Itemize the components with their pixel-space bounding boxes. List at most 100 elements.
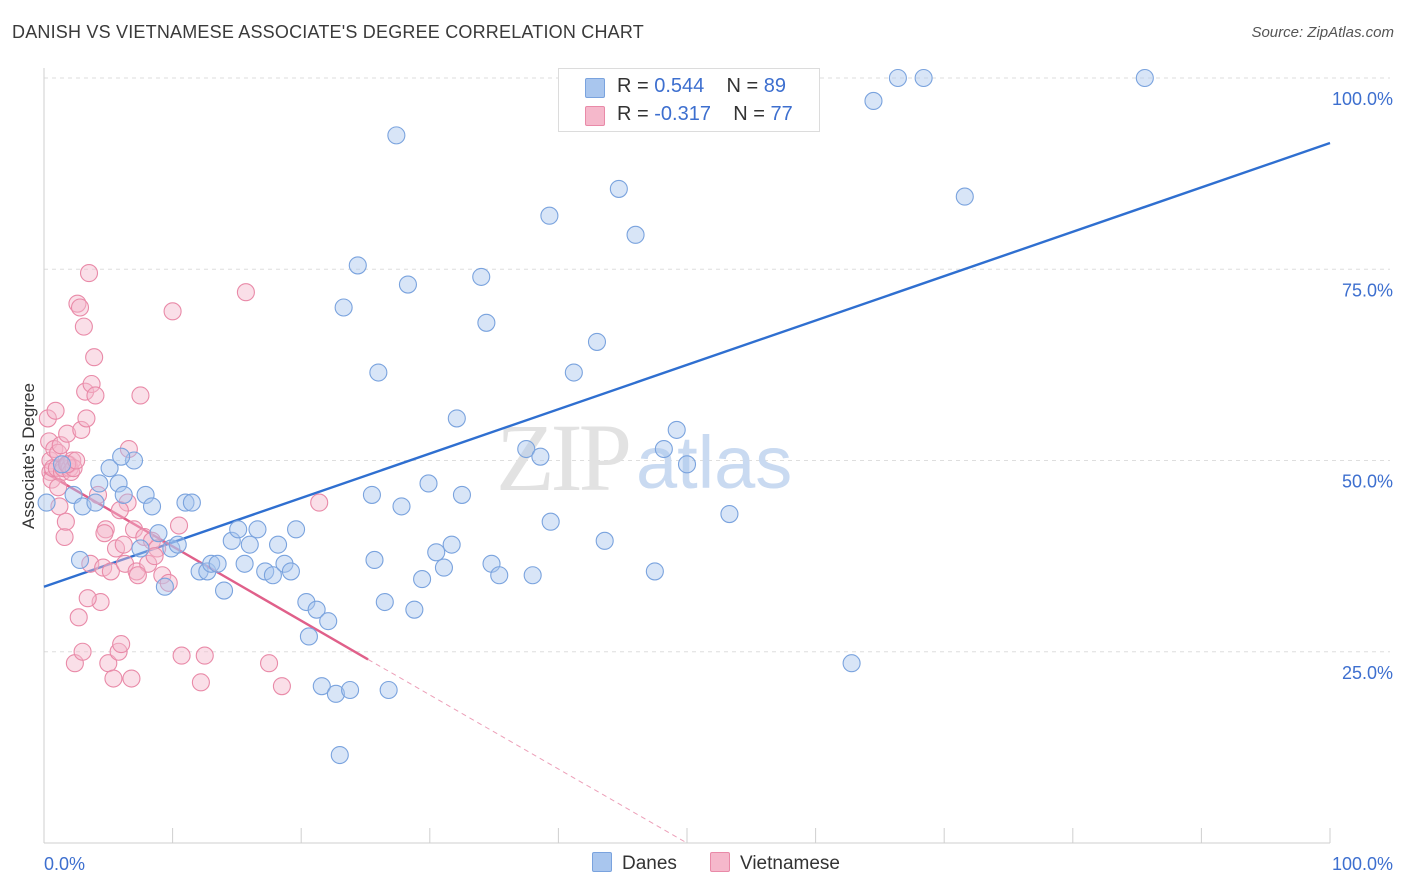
danes-point: [109, 474, 128, 493]
y-tick-label-3: 100.0%: [1332, 89, 1393, 109]
danes-point: [182, 493, 201, 512]
bottom-danes-label: Danes: [622, 853, 677, 874]
danes-point: [626, 225, 645, 244]
danes-point: [720, 504, 739, 524]
danes-point: [434, 558, 453, 577]
danes-point: [413, 570, 432, 589]
vietnamese-r-value: -0.317: [654, 103, 711, 125]
vietnamese-point: [112, 635, 131, 654]
vietnamese-point: [145, 547, 164, 566]
danes-point: [275, 554, 294, 573]
vietnamese-point: [195, 646, 214, 665]
vietnamese-r-label: R =: [617, 103, 649, 125]
danes-point: [287, 520, 306, 539]
danes-point: [677, 455, 697, 474]
danes-point: [334, 298, 353, 317]
danes-point: [112, 447, 131, 466]
vietnamese-point: [122, 669, 141, 688]
bottom-vietnamese-label: Vietnamese: [740, 853, 840, 874]
danes-point: [477, 313, 496, 332]
vietnamese-point: [74, 317, 93, 336]
vietnamese-point: [119, 439, 138, 459]
danes-point: [326, 684, 345, 703]
danes-point: [365, 550, 384, 570]
vietnamese-point: [82, 374, 101, 394]
danes-point: [307, 600, 326, 619]
vietnamese-point: [104, 669, 123, 688]
vietnamese-point: [58, 455, 77, 474]
vietnamese-point: [76, 382, 95, 401]
vietnamese-point: [78, 589, 97, 608]
danes-point: [229, 520, 248, 539]
vietnamese-point: [58, 424, 77, 443]
vietnamese-n-value: 77: [770, 103, 793, 125]
danes-point: [419, 474, 438, 493]
danes-point: [517, 439, 536, 459]
danes-point: [541, 512, 560, 531]
vietnamese-point: [124, 520, 144, 539]
tick-labels: 25.0% 50.0% 75.0% 100.0% 0.0% 100.0%: [44, 89, 1393, 874]
danes-n-label: N =: [726, 75, 759, 97]
vietnamese-point: [79, 264, 99, 283]
danes-n-value: 89: [763, 75, 787, 97]
vietnamese-point: [169, 516, 189, 535]
danes-point: [609, 179, 628, 198]
danes-point: [299, 627, 318, 646]
danes-point: [531, 447, 550, 466]
danes-point: [341, 680, 360, 700]
vietnamese-points: [38, 264, 329, 696]
danes-stats: R = 0.544 N = 89: [617, 75, 786, 98]
danes-point: [235, 554, 254, 573]
vietnamese-point: [139, 554, 158, 573]
vietnamese-point: [49, 478, 68, 497]
danes-point: [202, 554, 221, 573]
danes-swatch: [585, 78, 605, 98]
vietnamese-point: [310, 493, 329, 512]
y-tick-label-1: 50.0%: [1342, 472, 1393, 492]
danes-point: [297, 592, 316, 612]
danes-point: [240, 535, 259, 554]
danes-point: [319, 612, 338, 631]
vietnamese-point: [110, 501, 129, 520]
vietnamese-point: [51, 436, 70, 455]
danes-point: [427, 543, 446, 562]
vietnamese-point: [272, 677, 291, 696]
vietnamese-n-label: N =: [733, 103, 765, 125]
y-axis-label: Associate's Degree: [19, 383, 38, 529]
danes-r-label: R =: [617, 75, 649, 97]
vietnamese-point: [55, 527, 74, 547]
danes-point: [208, 554, 227, 573]
danes-point: [540, 206, 559, 225]
vietnamese-point: [128, 566, 147, 585]
danes-point: [405, 600, 424, 619]
danes-point: [645, 562, 664, 581]
danes-point: [369, 363, 388, 382]
danes-point: [452, 485, 472, 504]
danes-points: [37, 68, 1154, 765]
danes-point: [86, 493, 105, 512]
danes-point: [312, 677, 331, 696]
vietnamese-point: [163, 302, 182, 321]
vietnamese-point: [172, 646, 191, 665]
vietnamese-point: [77, 409, 96, 428]
danes-point: [595, 531, 614, 550]
vietnamese-trend-extension: [367, 658, 688, 844]
vietnamese-point: [236, 283, 255, 302]
danes-point: [667, 420, 686, 439]
danes-point: [564, 363, 583, 382]
danes-point: [955, 187, 974, 206]
danes-point: [131, 539, 150, 558]
danes-point: [379, 680, 398, 700]
danes-point: [392, 497, 411, 516]
vietnamese-point: [70, 298, 90, 317]
vietnamese-point: [95, 524, 114, 543]
danes-point: [70, 550, 90, 570]
vietnamese-point: [153, 566, 172, 585]
danes-point: [136, 485, 155, 504]
vietnamese-point: [85, 348, 104, 367]
danes-trend-line: [43, 141, 1331, 588]
vietnamese-point: [42, 470, 61, 489]
y-tick-label-0: 25.0%: [1342, 663, 1393, 683]
danes-point: [398, 275, 417, 294]
